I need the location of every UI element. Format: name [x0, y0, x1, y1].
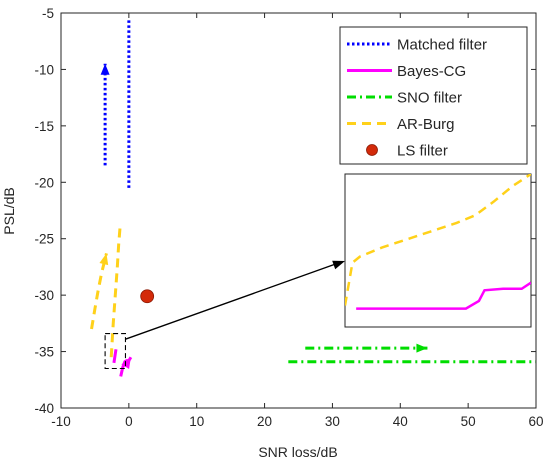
legend-entry: Matched filter	[347, 37, 487, 54]
x-axis-label: SNR loss/dB	[258, 444, 337, 460]
legend-entry: SNO filter	[347, 90, 462, 107]
y-tick-label: -20	[34, 175, 54, 190]
legend-swatch	[366, 144, 378, 156]
series-matched-filter	[100, 18, 131, 188]
x-tick-label: 40	[393, 414, 408, 429]
y-tick-label: -40	[34, 401, 54, 416]
series-line	[112, 349, 118, 364]
x-tick-label: 50	[461, 414, 476, 429]
zoom-arrow-line	[125, 262, 338, 340]
legend-label: Matched filter	[397, 37, 487, 54]
y-tick-label: -10	[34, 62, 54, 77]
y-tick-label: -30	[34, 288, 54, 303]
legend: Matched filter Bayes-CG SNO filter AR-Burg L…	[339, 26, 528, 165]
x-tick-label: -10	[51, 414, 71, 429]
legend-label: LS filter	[397, 143, 448, 160]
legend-entry: Bayes-CG	[347, 63, 466, 80]
zoom-box	[104, 332, 127, 370]
series-layer	[90, 18, 536, 377]
y-tick-label: -25	[34, 232, 54, 247]
inset-series	[345, 174, 531, 310]
x-tick-label: 60	[528, 414, 543, 429]
arrow-head	[332, 260, 345, 270]
series-ls-filter	[140, 289, 155, 304]
x-tick-label: 30	[325, 414, 340, 429]
inset-ar-burg-line	[345, 174, 531, 306]
inset	[344, 173, 532, 328]
y-tick-label: -35	[34, 345, 54, 360]
x-tick-labels: -10 0 10 20 30 40 50 60	[51, 414, 543, 429]
arrow-head	[100, 63, 110, 75]
legend-label: SNO filter	[397, 90, 462, 107]
series-line	[109, 227, 122, 358]
x-tick-label: 10	[189, 414, 204, 429]
y-axis-label: PSL/dB	[1, 187, 17, 234]
y-tick-label: -5	[42, 6, 54, 21]
legend-label: Bayes-CG	[397, 63, 466, 80]
data-point	[140, 289, 155, 304]
y-tick-label: -15	[34, 119, 54, 134]
legend-label: AR-Burg	[397, 116, 455, 133]
y-tick-labels: -40 -35 -30 -25 -20 -15 -10 -5	[34, 6, 54, 416]
series-ar-burg	[90, 227, 122, 358]
zoom-arrow	[125, 260, 345, 340]
x-tick-label: 20	[257, 414, 272, 429]
x-tick-label: 0	[125, 414, 133, 429]
arrow-head	[99, 253, 109, 266]
legend-entry: AR-Burg	[347, 116, 455, 133]
plot-frame	[60, 12, 537, 409]
inset-frame	[344, 173, 532, 328]
series-line	[90, 253, 108, 330]
arrow-head	[416, 343, 428, 353]
inset-bayes-cg-line	[356, 281, 531, 310]
series-sno-filter	[288, 343, 536, 364]
arrow-head	[121, 357, 131, 369]
legend-entry: LS filter	[366, 143, 448, 160]
